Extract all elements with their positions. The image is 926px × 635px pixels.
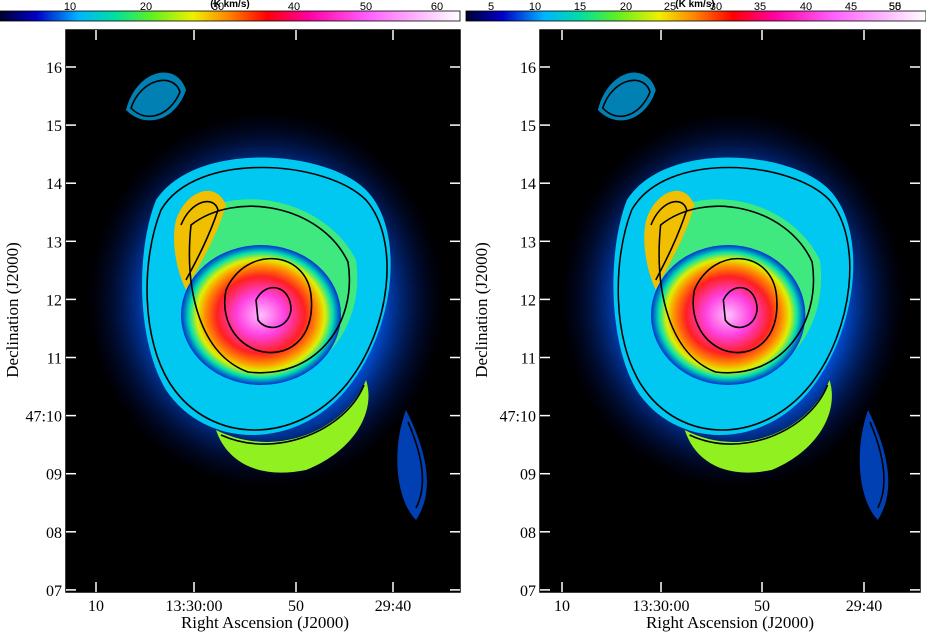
colorbar-tick-label: 60 xyxy=(431,1,443,13)
y-axis-label: Declination (J2000) xyxy=(3,242,22,378)
colorbar-tick-label: 50 xyxy=(889,1,901,13)
colorbar-tick-label: 10 xyxy=(529,1,541,13)
x-tick-label: 10 xyxy=(554,598,570,615)
x-tick-label: 50 xyxy=(288,598,304,615)
y-tick-label: 47:10 xyxy=(26,409,62,426)
colorbar-tick-label: 55 xyxy=(889,1,901,13)
y-tick-label: 47:10 xyxy=(500,409,536,426)
plot-frame xyxy=(539,29,921,593)
colorbar-tick-label: 30 xyxy=(710,1,722,13)
colorbar xyxy=(0,10,461,22)
colorbar-tick-label: 40 xyxy=(800,1,812,13)
colorbar-tick-label: 15 xyxy=(574,1,586,13)
y-tick-label: 09 xyxy=(46,467,62,484)
x-tick-label: 29:40 xyxy=(846,598,882,615)
y-tick-label: 16 xyxy=(520,60,536,77)
intensity-map xyxy=(65,29,461,593)
colorbar-tick-label: 10 xyxy=(64,1,76,13)
y-tick-label: 11 xyxy=(521,351,536,368)
colorbar-unit: (K km/s) xyxy=(675,0,714,10)
colorbar-tick-label: 50 xyxy=(360,1,372,13)
x-tick-label: 13:30:00 xyxy=(166,598,223,615)
colorbar-tick-label: 35 xyxy=(754,1,766,13)
y-tick-label: 07 xyxy=(46,583,62,600)
plot-frame xyxy=(65,29,461,593)
y-tick-label: 11 xyxy=(47,351,62,368)
y-tick-label: 12 xyxy=(520,292,536,309)
intensity-map xyxy=(539,29,922,593)
y-tick-label: 16 xyxy=(46,60,62,77)
colorbar-tick-label: 40 xyxy=(288,1,300,13)
x-tick-label: 13:30:00 xyxy=(633,598,690,615)
x-tick-label: 29:40 xyxy=(375,598,411,615)
colorbar-unit: (K km/s) xyxy=(210,0,249,10)
y-tick-label: 12 xyxy=(46,292,62,309)
colorbar-tick-label: 30 xyxy=(212,1,224,13)
y-tick-label: 15 xyxy=(46,118,62,135)
y-tick-label: 08 xyxy=(520,525,536,542)
colorbar-tick-label: 20 xyxy=(140,1,152,13)
colorbar-tick-label: 5 xyxy=(488,1,494,13)
x-tick-label: 10 xyxy=(88,598,104,615)
x-axis-label: Right Ascension (J2000) xyxy=(181,613,349,632)
y-tick-label: 07 xyxy=(520,583,536,600)
y-tick-label: 08 xyxy=(46,525,62,542)
y-tick-label: 13 xyxy=(520,234,536,251)
y-tick-label: 14 xyxy=(46,176,62,193)
y-axis-label: Declination (J2000) xyxy=(472,242,491,378)
x-axis-label: Right Ascension (J2000) xyxy=(646,613,814,632)
x-tick-label: 50 xyxy=(754,598,770,615)
colorbar-tick-label: 25 xyxy=(664,1,676,13)
colorbar xyxy=(465,10,926,22)
colorbar-tick-label: 45 xyxy=(845,1,857,13)
y-tick-label: 14 xyxy=(520,176,536,193)
y-tick-label: 13 xyxy=(46,234,62,251)
y-tick-label: 09 xyxy=(520,467,536,484)
colorbar-tick-label: 20 xyxy=(620,1,632,13)
y-tick-label: 15 xyxy=(520,118,536,135)
